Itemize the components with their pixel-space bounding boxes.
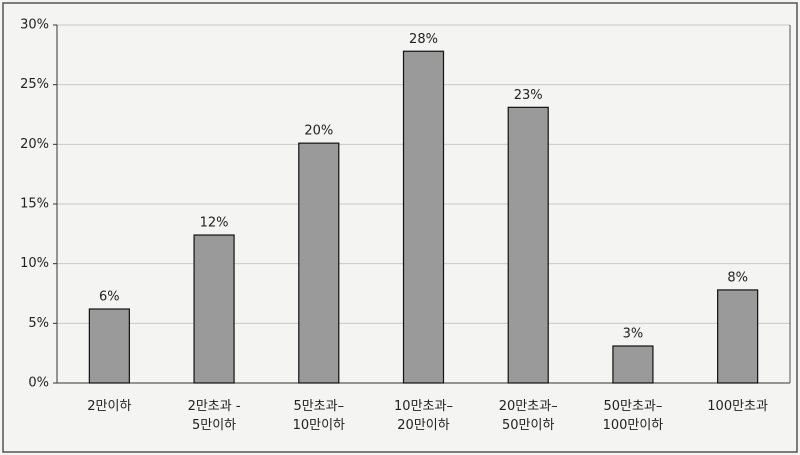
bar xyxy=(717,289,759,384)
y-tick-label: 30% xyxy=(20,18,49,33)
y-tick-label: 15% xyxy=(20,197,49,212)
bar xyxy=(298,142,340,384)
value-label: 6% xyxy=(99,290,120,305)
bar xyxy=(402,50,445,384)
value-label: 3% xyxy=(623,327,644,342)
y-tick-label: 10% xyxy=(20,256,49,271)
value-label: 23% xyxy=(514,88,543,103)
value-label: 28% xyxy=(409,32,438,47)
y-tick-label: 25% xyxy=(20,77,49,92)
x-tick-label: 50만초과– 100만이하 xyxy=(602,399,664,433)
y-tick-label: 5% xyxy=(28,316,49,331)
x-tick-label: 100만초과 xyxy=(707,399,768,414)
bar xyxy=(193,234,235,384)
x-tick-label: 10만초과– 20만이하 xyxy=(394,399,453,433)
value-label: 8% xyxy=(727,270,748,285)
x-tick-label: 2만초과 - 5만이하 xyxy=(187,399,241,433)
bar xyxy=(88,308,130,384)
bar xyxy=(612,345,654,384)
x-tick-label: 20만초과– 50만이하 xyxy=(498,399,558,433)
value-label: 12% xyxy=(200,216,229,231)
x-tick-label: 2만이하 xyxy=(87,399,132,414)
bar xyxy=(507,106,549,384)
y-tick-label: 20% xyxy=(20,137,49,152)
y-tick-label: 0% xyxy=(28,376,49,391)
value-label: 20% xyxy=(304,124,333,139)
x-tick-label: 5만초과– 10만이하 xyxy=(292,399,345,433)
